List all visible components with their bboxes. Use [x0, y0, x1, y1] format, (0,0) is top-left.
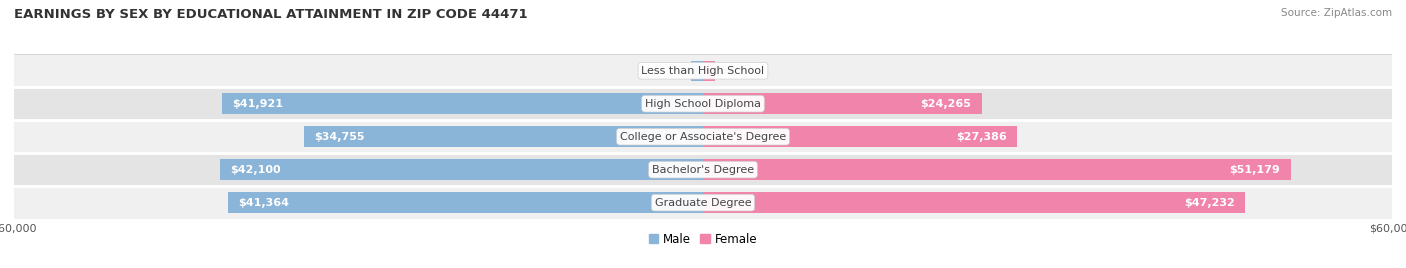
- Bar: [14, 87, 1392, 120]
- Bar: [14, 186, 1392, 219]
- Text: $0: $0: [679, 66, 693, 76]
- Legend: Male, Female: Male, Female: [644, 228, 762, 250]
- Text: $27,386: $27,386: [956, 132, 1007, 142]
- Text: High School Diploma: High School Diploma: [645, 99, 761, 109]
- Bar: [690, 61, 703, 81]
- Bar: [14, 153, 1392, 186]
- Text: Graduate Degree: Graduate Degree: [655, 198, 751, 208]
- Bar: [703, 126, 1018, 147]
- Text: $0: $0: [713, 66, 727, 76]
- Text: $41,364: $41,364: [239, 198, 290, 208]
- Bar: [222, 94, 703, 114]
- Bar: [703, 159, 1291, 180]
- Bar: [703, 61, 716, 81]
- Text: College or Associate's Degree: College or Associate's Degree: [620, 132, 786, 142]
- Bar: [304, 126, 703, 147]
- Text: $24,265: $24,265: [921, 99, 972, 109]
- Text: EARNINGS BY SEX BY EDUCATIONAL ATTAINMENT IN ZIP CODE 44471: EARNINGS BY SEX BY EDUCATIONAL ATTAINMEN…: [14, 8, 527, 21]
- Text: $34,755: $34,755: [315, 132, 364, 142]
- Text: Bachelor's Degree: Bachelor's Degree: [652, 165, 754, 175]
- Text: Source: ZipAtlas.com: Source: ZipAtlas.com: [1281, 8, 1392, 18]
- Bar: [703, 94, 981, 114]
- Text: $42,100: $42,100: [231, 165, 281, 175]
- Bar: [703, 192, 1246, 213]
- Bar: [14, 120, 1392, 153]
- Bar: [14, 54, 1392, 87]
- Bar: [228, 192, 703, 213]
- Text: $51,179: $51,179: [1230, 165, 1281, 175]
- Text: $41,921: $41,921: [232, 99, 283, 109]
- Bar: [219, 159, 703, 180]
- Text: Less than High School: Less than High School: [641, 66, 765, 76]
- Text: $47,232: $47,232: [1184, 198, 1234, 208]
